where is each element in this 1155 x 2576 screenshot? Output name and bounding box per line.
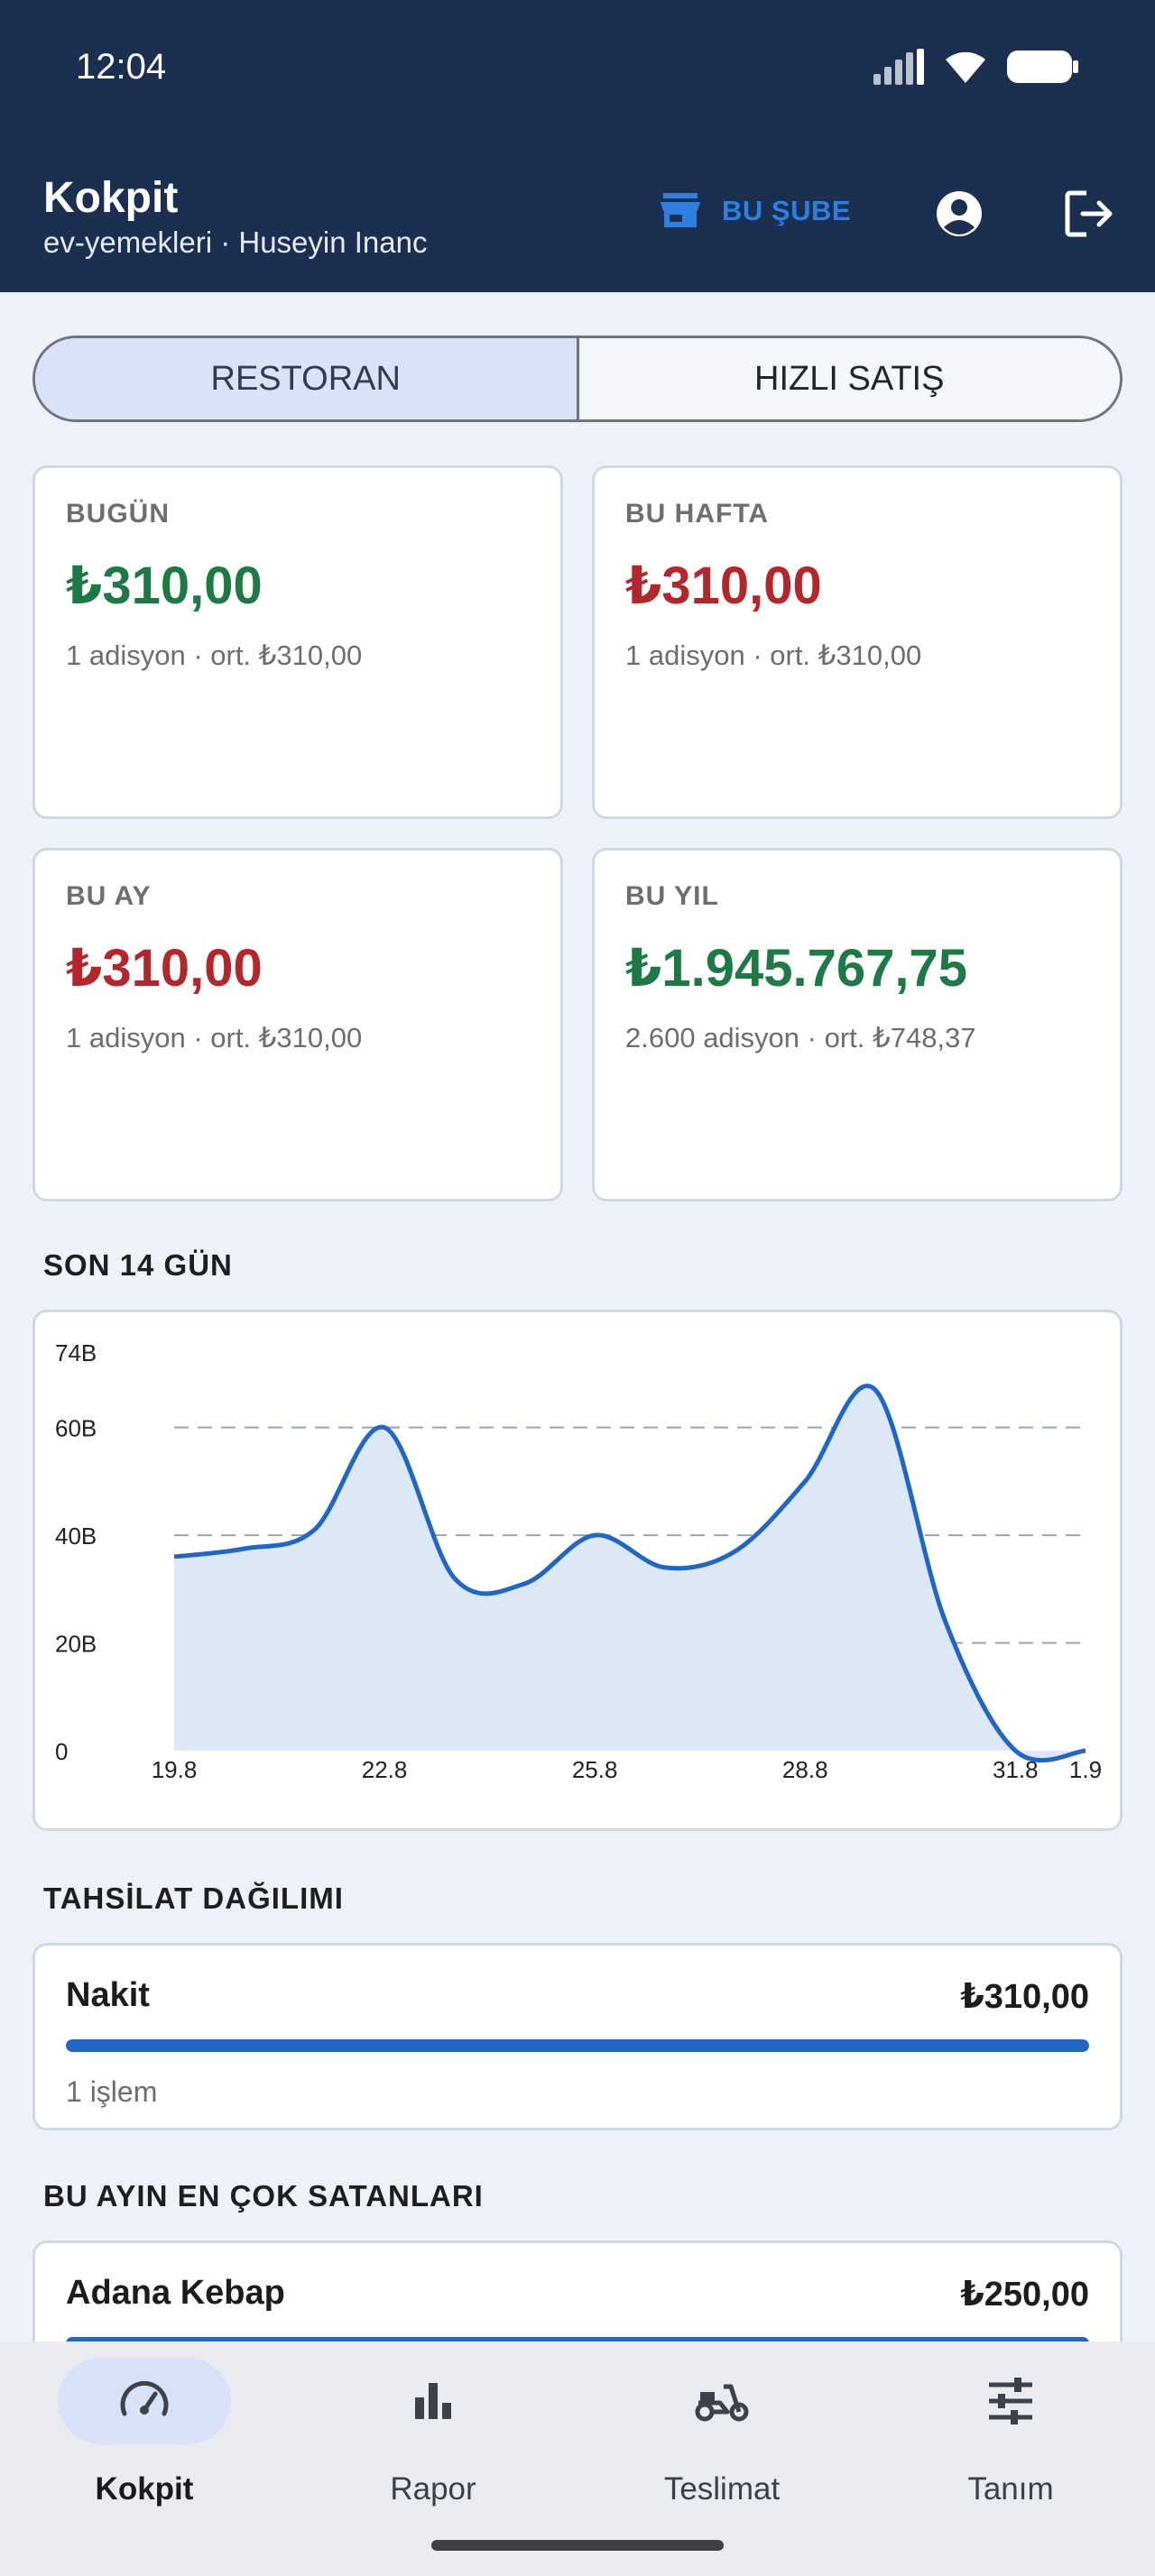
x-tick-label: 25.8	[572, 1756, 618, 1783]
status-icons	[873, 49, 1079, 85]
stat-value: ₺310,00	[625, 557, 822, 615]
stat-card-today[interactable]: BUGÜN ₺310,00 1 adisyon · ort. ₺310,00	[32, 465, 563, 819]
nav-label: Rapor	[390, 2471, 476, 2507]
page-title: Kokpit	[43, 174, 179, 222]
nav-label: Tanım	[967, 2471, 1054, 2507]
series-line	[173, 1384, 1086, 1763]
stat-label: BU YIL	[625, 881, 719, 911]
nav-icon-slot	[635, 2358, 808, 2444]
wifi-icon	[946, 51, 985, 83]
payment-method-name: Nakit	[66, 1976, 150, 2014]
stat-label: BU HAFTA	[625, 499, 770, 529]
stat-card-week[interactable]: BU HAFTA ₺310,00 1 adisyon · ort. ₺310,0…	[592, 465, 1123, 819]
y-tick-label: 40B	[55, 1523, 97, 1550]
logout-icon[interactable]	[1065, 189, 1115, 238]
y-tick-label: 0	[55, 1738, 68, 1765]
x-tick-label: 19.8	[152, 1756, 198, 1783]
bar-chart-icon	[415, 2383, 451, 2419]
y-tick-label: 60B	[55, 1415, 97, 1442]
payment-section-title: TAHSİLAT DAĞILIMI	[43, 1881, 344, 1915]
nav-icon-slot	[924, 2358, 1097, 2444]
store-icon	[661, 193, 700, 227]
nav-active-indicator	[58, 2358, 231, 2444]
product-amount: ₺250,00	[960, 2276, 1089, 2314]
stat-card-month[interactable]: BU AY ₺310,00 1 adisyon · ort. ₺310,00	[32, 848, 563, 1201]
x-tick-label: 1.9	[1069, 1756, 1102, 1783]
product-name: Adana Kebap	[66, 2274, 285, 2312]
signal-icon	[873, 49, 924, 85]
top-sellers-section-title: BU AYIN EN ÇOK SATANLARI	[43, 2179, 484, 2213]
y-tick-label: 20B	[55, 1631, 97, 1658]
trend-section-title: SON 14 GÜN	[43, 1248, 233, 1282]
tab-hizli-satis[interactable]: HIZLI SATIŞ	[754, 359, 945, 398]
battery-icon	[1007, 51, 1078, 83]
bottom-navigation: Kokpit Rapor Teslimat	[0, 2341, 1155, 2576]
payment-row[interactable]: Nakit ₺310,00 1 işlem	[32, 1943, 1123, 2130]
stat-subtext: 2.600 adisyon · ort. ₺748,37	[625, 1022, 976, 1053]
speedometer-icon	[120, 2380, 169, 2416]
stat-label: BU AY	[66, 881, 152, 911]
app-header: 12:04 Kokpit ev-yemekleri · Huseyin Inan…	[0, 0, 1155, 292]
home-indicator	[431, 2540, 724, 2551]
tune-sliders-icon	[989, 2378, 1032, 2424]
nav-item-rapor[interactable]: Rapor	[289, 2358, 578, 2538]
stat-value: ₺310,00	[66, 557, 263, 615]
nav-item-teslimat[interactable]: Teslimat	[578, 2358, 866, 2538]
nav-label: Teslimat	[663, 2471, 781, 2507]
stat-subtext: 1 adisyon · ort. ₺310,00	[625, 639, 922, 671]
stat-subtext: 1 adisyon · ort. ₺310,00	[66, 1022, 363, 1053]
nav-item-tanim[interactable]: Tanım	[866, 2358, 1155, 2538]
nav-item-kokpit[interactable]: Kokpit	[0, 2358, 289, 2538]
stat-value: ₺310,00	[66, 939, 263, 998]
y-tick-label: 74B	[55, 1339, 97, 1366]
stat-card-year[interactable]: BU YIL ₺1.945.767,75 2.600 adisyon · ort…	[592, 848, 1123, 1201]
payment-share-bar	[66, 2039, 1089, 2052]
sales-mode-toggle: RESTORAN HIZLI SATIŞ	[32, 336, 1123, 422]
stat-value: ₺1.945.767,75	[625, 939, 968, 998]
branch-label: BU ŞUBE	[722, 195, 852, 226]
scooter-icon	[695, 2384, 749, 2422]
branch-button[interactable]: BU ŞUBE	[661, 193, 851, 229]
x-tick-label: 22.8	[362, 1756, 408, 1783]
page-subtitle: ev-yemekleri · Huseyin Inanc	[43, 225, 428, 259]
payment-method-amount: ₺310,00	[960, 1978, 1089, 2016]
account-circle-icon[interactable]	[935, 189, 984, 238]
status-time: 12:04	[76, 47, 167, 87]
stat-label: BUGÜN	[66, 499, 170, 529]
nav-label: Kokpit	[95, 2471, 194, 2507]
x-tick-label: 28.8	[782, 1756, 828, 1783]
series-area	[174, 1385, 1086, 1761]
stat-subtext: 1 adisyon · ort. ₺310,00	[66, 639, 363, 671]
trend-chart-card: 0 20B 40B 60B 74B 19.8 22.8 25.8 28.8 31.8 1.9	[32, 1310, 1123, 1831]
payment-share-fill	[66, 2039, 1089, 2052]
nav-icon-slot	[346, 2358, 520, 2444]
tab-restoran[interactable]: RESTORAN	[35, 338, 579, 419]
payment-method-count: 1 işlem	[66, 2075, 158, 2108]
